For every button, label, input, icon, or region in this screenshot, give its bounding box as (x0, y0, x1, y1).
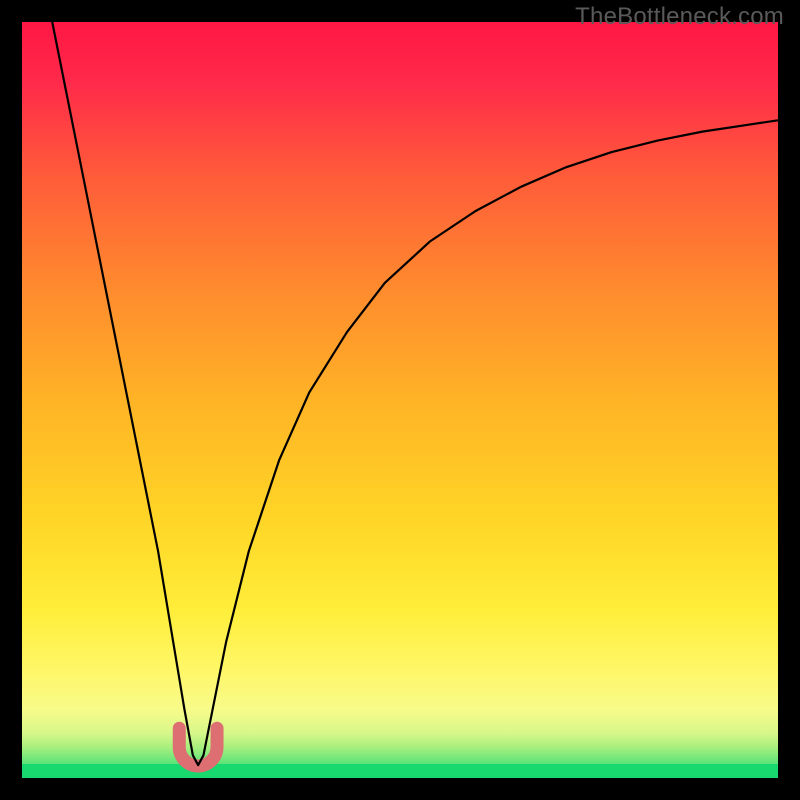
plot-area (22, 22, 778, 778)
watermark-text: TheBottleneck.com (575, 3, 784, 31)
chart-frame: TheBottleneck.com (0, 0, 800, 800)
curve-layer (22, 22, 778, 778)
min-u-marker (179, 728, 217, 766)
bottleneck-curve (52, 22, 778, 765)
